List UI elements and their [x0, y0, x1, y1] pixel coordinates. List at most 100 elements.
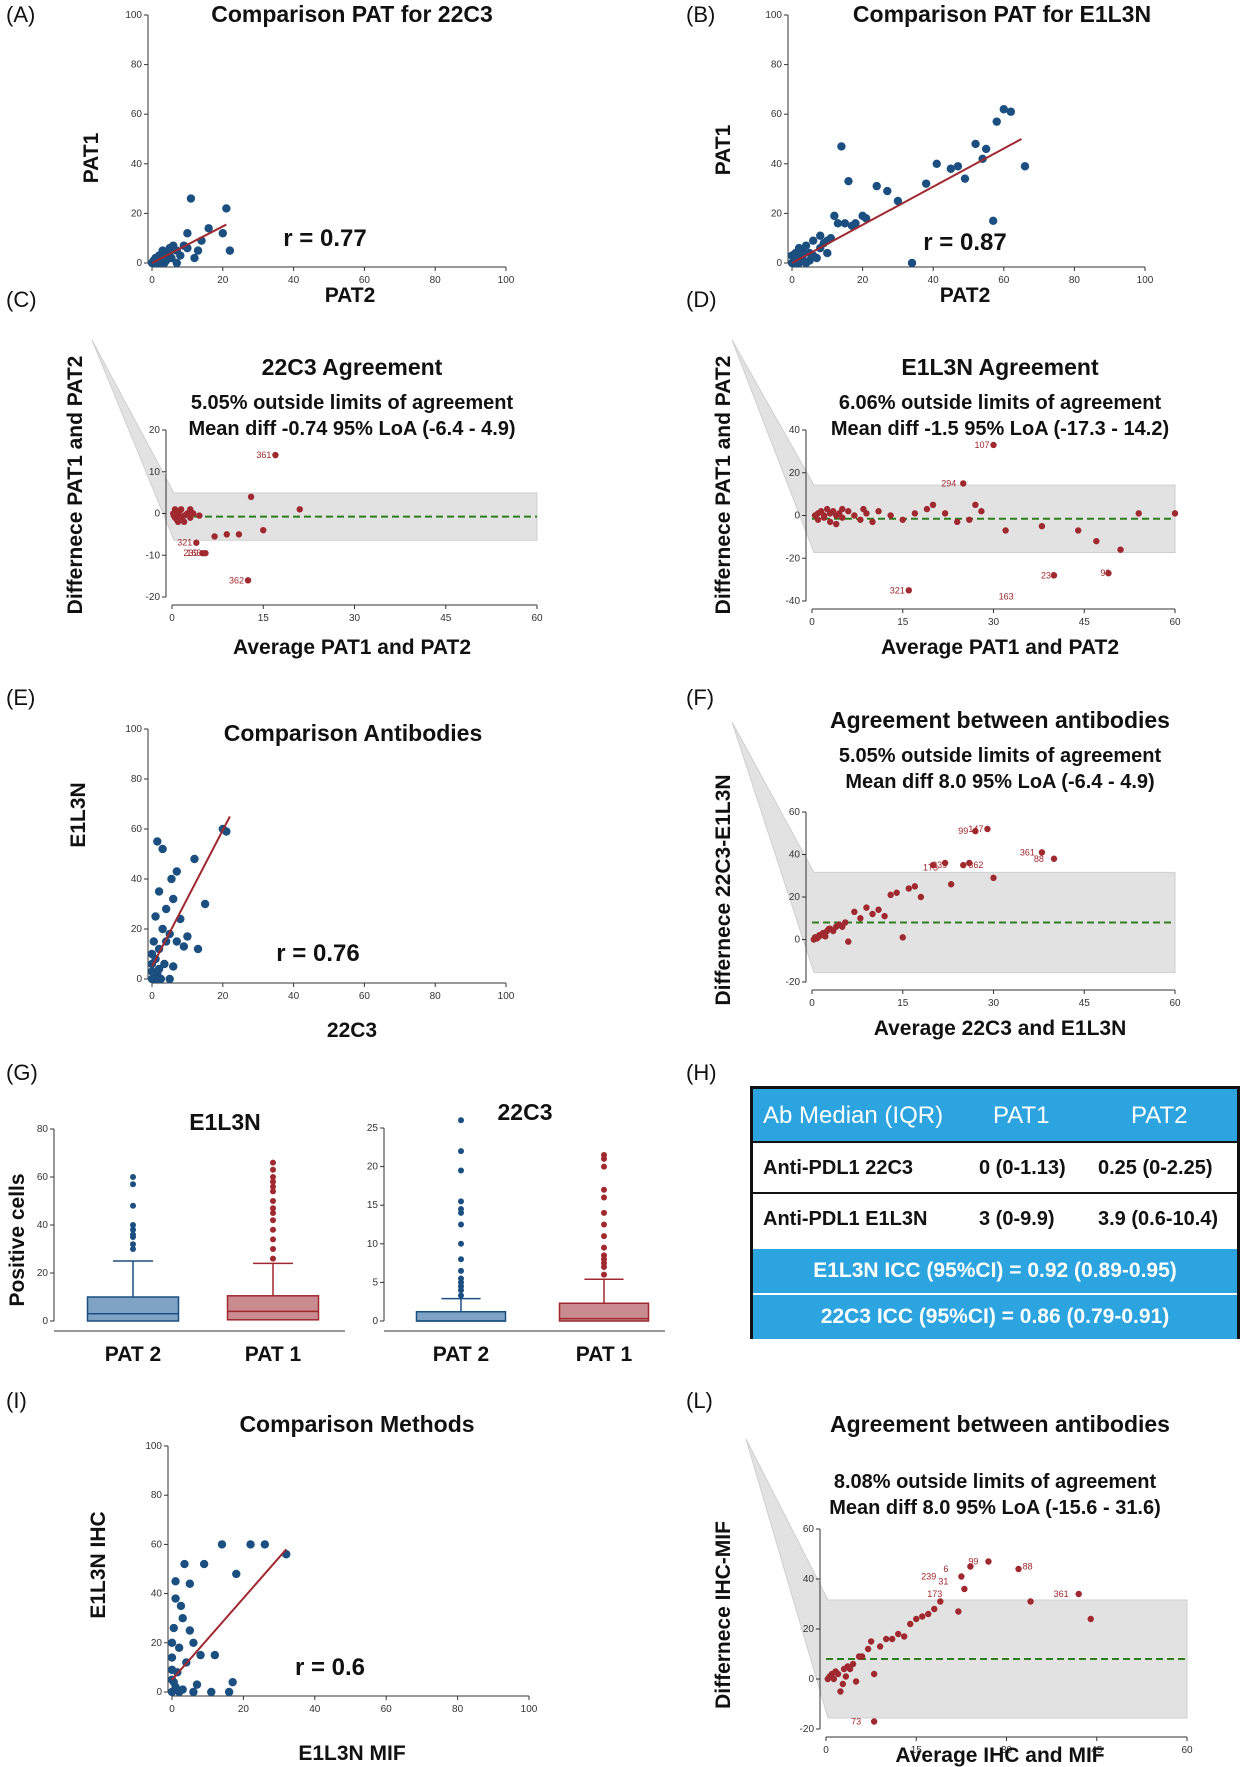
data-point — [999, 105, 1008, 114]
data-point — [929, 861, 937, 869]
x-axis-label: Average PAT1 and PAT2 — [881, 636, 1119, 659]
data-point — [992, 117, 1001, 126]
boxplot-title: E1L3N — [189, 1109, 261, 1135]
data-point — [830, 1675, 838, 1683]
data-point — [171, 1577, 180, 1586]
panel-letter-d: (D) — [686, 287, 717, 312]
y-tick-label: 0 — [794, 935, 800, 946]
y-tick-label: 60 — [789, 807, 801, 818]
x-tick-label: 0 — [823, 1745, 829, 1756]
category-label: PAT 1 — [576, 1343, 633, 1366]
y-tick-label: 15 — [367, 1200, 379, 1211]
data-point — [881, 912, 888, 920]
data-point — [875, 508, 882, 515]
x-tick-label: 30 — [988, 998, 1000, 1009]
y-tick-label: -20 — [786, 553, 801, 564]
data-point — [210, 1650, 220, 1660]
data-point — [923, 505, 931, 513]
y-tick-label: 10 — [367, 1239, 379, 1250]
x-tick-label: 0 — [149, 991, 155, 1002]
outlier-point — [458, 1167, 464, 1174]
outlier-point — [458, 1275, 464, 1282]
outlier-point — [270, 1217, 276, 1224]
data-point — [1117, 546, 1124, 553]
y-tick-label: 40 — [131, 874, 143, 885]
y-tick-label: 0 — [154, 509, 160, 520]
x-axis-label: Average IHC and MIF — [895, 1744, 1104, 1767]
y-tick-label: 20 — [37, 1268, 49, 1279]
data-point — [941, 510, 949, 517]
x-tick-label: 40 — [309, 1704, 321, 1715]
data-point — [876, 1643, 884, 1650]
data-point — [161, 904, 171, 914]
y-tick-label: 60 — [771, 109, 783, 120]
data-point — [176, 1601, 186, 1611]
x-tick-label: 100 — [498, 275, 515, 286]
outlier-point — [458, 1256, 464, 1263]
data-point — [808, 236, 818, 245]
data-point — [869, 910, 876, 918]
outlier-point — [270, 1166, 276, 1173]
y-axis-label: PAT1 — [80, 132, 103, 183]
data-point — [840, 219, 850, 228]
data-point — [839, 505, 846, 513]
point-label: 239 — [1041, 570, 1056, 580]
y-axis-label: PAT1 — [712, 124, 735, 175]
data-point — [235, 531, 243, 538]
panel-d-title: E1L3N Agreement — [901, 354, 1099, 380]
data-point — [1075, 527, 1082, 534]
panel-letter-h: (H) — [686, 1060, 717, 1085]
data-point — [822, 933, 829, 940]
point-label: 239 — [932, 860, 947, 870]
x-tick-label: 0 — [149, 275, 155, 286]
y-tick-label: 40 — [789, 425, 801, 436]
data-point — [851, 908, 858, 916]
data-point — [1050, 572, 1058, 579]
y-tick-label: 80 — [151, 1490, 163, 1501]
x-tick-label: 60 — [359, 275, 371, 286]
y-tick-label: 40 — [131, 159, 143, 170]
table-cell: 3 (0-9.9) — [979, 1208, 1055, 1230]
y-tick-label: 80 — [131, 774, 143, 785]
x-tick-label: 15 — [911, 1745, 923, 1756]
data-point — [180, 1559, 189, 1569]
panel-a-plot: 00 20 20 40 40 60 60 80 80 100 100 r = 0.77 PAT2 PAT1 — [80, 10, 515, 307]
data-point — [863, 904, 870, 911]
outlier-point — [601, 1244, 607, 1251]
data-point — [1015, 1565, 1022, 1573]
outlier-point — [270, 1198, 276, 1204]
outlier-point — [458, 1292, 464, 1299]
x-tick-label: 15 — [897, 617, 909, 628]
y-axis-label: E1L3N IHC — [87, 1511, 110, 1618]
point-label: 73 — [851, 1717, 861, 1727]
data-point — [861, 214, 871, 223]
outlier-point — [270, 1226, 276, 1233]
outlier-point — [130, 1222, 136, 1228]
y-tick-label: 40 — [151, 1589, 163, 1600]
x-tick-label: 80 — [430, 991, 442, 1002]
data-point — [178, 1614, 187, 1623]
x-tick-label: 0 — [169, 1704, 175, 1715]
panel-f-title: Agreement between antibodies — [830, 707, 1170, 733]
data-point — [888, 1635, 896, 1643]
data-point — [929, 501, 937, 509]
x-tick-label: 20 — [217, 991, 229, 1002]
outlier-point — [270, 1174, 276, 1180]
outlier-point — [270, 1236, 276, 1243]
data-point — [833, 520, 840, 528]
data-point — [958, 1573, 965, 1580]
limits-of-agreement-band — [731, 339, 1176, 553]
data-point — [149, 937, 158, 946]
x-tick-label: 20 — [238, 1704, 250, 1715]
data-point — [172, 937, 181, 946]
data-point — [937, 1598, 944, 1605]
data-point — [857, 915, 864, 922]
table-row: Anti-PDL1 22C3 0 (0-1.13) 0.25 (0-2.25) — [753, 1141, 1237, 1194]
fit-line — [171, 1548, 287, 1681]
outlier-point — [270, 1159, 276, 1166]
point-label: 321 — [890, 585, 905, 595]
point-label: 6 — [943, 1564, 948, 1574]
